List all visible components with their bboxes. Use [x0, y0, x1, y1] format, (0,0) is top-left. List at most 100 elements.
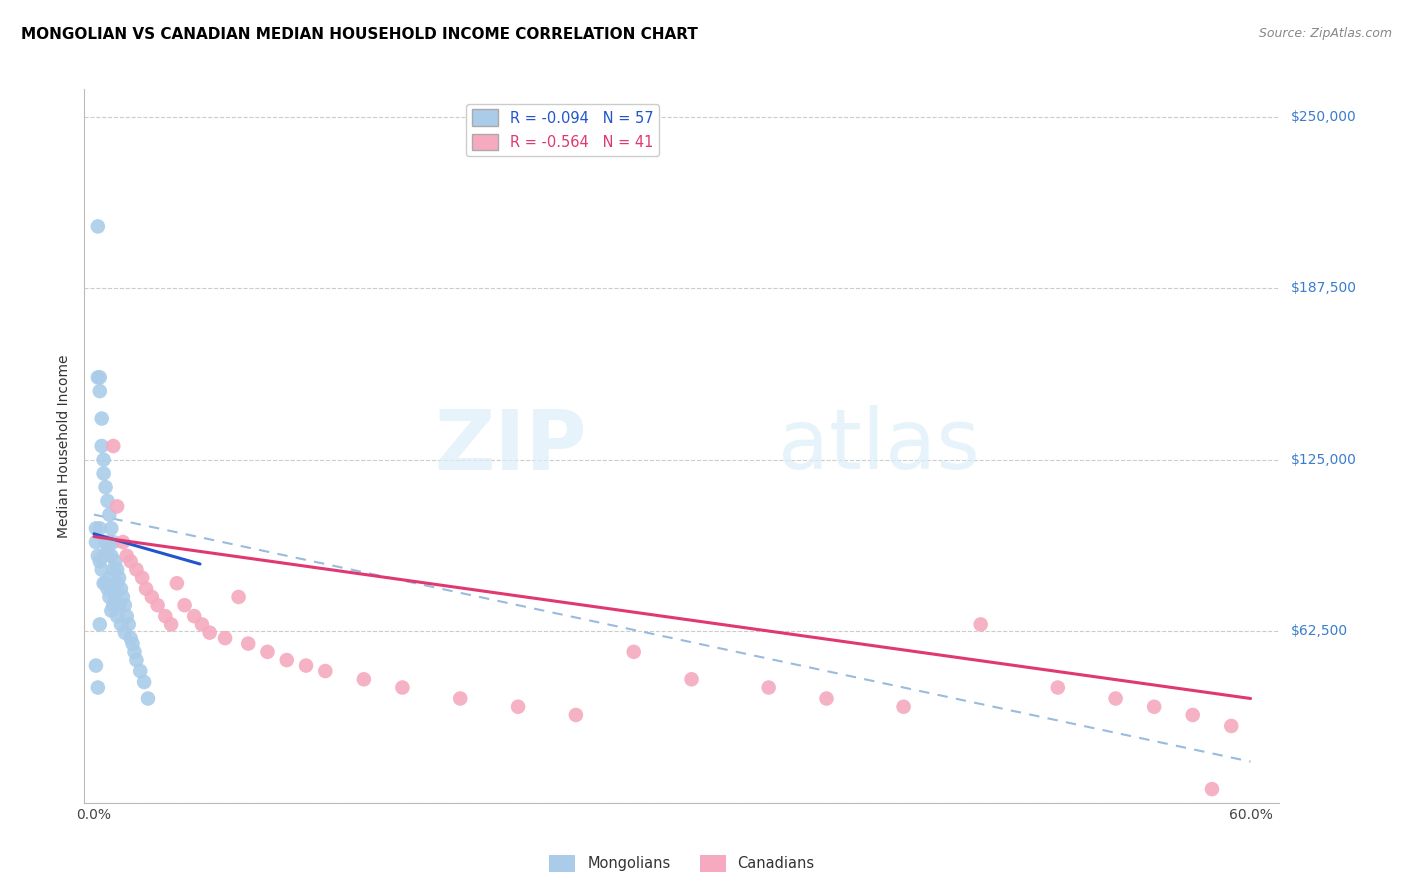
Point: [90, 411, 112, 425]
Point: [135, 582, 157, 596]
Point: [105, 609, 128, 624]
Y-axis label: Median Household Income: Median Household Income: [58, 354, 72, 538]
Point: [125, 653, 148, 667]
Point: [93, 549, 115, 563]
Text: atlas: atlas: [778, 406, 979, 486]
Point: [100, 521, 122, 535]
Text: $62,500: $62,500: [1291, 624, 1348, 639]
Point: [183, 609, 205, 624]
Point: [110, 617, 132, 632]
Point: [256, 645, 278, 659]
Point: [120, 554, 142, 568]
Point: [103, 439, 125, 453]
Point: [214, 631, 236, 645]
Point: [115, 609, 138, 624]
Point: [1143, 699, 1166, 714]
Point: [89, 617, 111, 632]
Point: [98, 571, 121, 585]
Point: [815, 691, 838, 706]
Point: [89, 521, 111, 535]
Point: [90, 439, 112, 453]
Point: [89, 384, 111, 398]
Point: [146, 598, 169, 612]
Text: $187,500: $187,500: [1291, 281, 1357, 295]
Point: [132, 675, 156, 690]
Point: [1181, 708, 1204, 723]
Point: [104, 590, 127, 604]
Point: [353, 673, 375, 687]
Point: [87, 681, 110, 695]
Point: [84, 535, 107, 549]
Point: [98, 508, 121, 522]
Point: [623, 645, 645, 659]
Point: [155, 609, 177, 624]
Point: [160, 617, 183, 632]
Point: [94, 535, 117, 549]
Point: [111, 535, 134, 549]
Point: [104, 554, 127, 568]
Point: [173, 598, 195, 612]
Point: [103, 598, 125, 612]
Point: [118, 617, 141, 632]
Point: [565, 708, 588, 723]
Point: [391, 681, 413, 695]
Point: [105, 500, 128, 514]
Point: [191, 617, 214, 632]
Text: MONGOLIAN VS CANADIAN MEDIAN HOUSEHOLD INCOME CORRELATION CHART: MONGOLIAN VS CANADIAN MEDIAN HOUSEHOLD I…: [21, 27, 697, 42]
Point: [84, 658, 107, 673]
Point: [314, 664, 336, 678]
Point: [90, 562, 112, 576]
Point: [449, 691, 471, 706]
Point: [87, 219, 110, 234]
Point: [141, 590, 163, 604]
Point: [166, 576, 188, 591]
Point: [100, 604, 122, 618]
Point: [93, 452, 115, 467]
Point: [98, 590, 121, 604]
Point: [970, 617, 993, 632]
Point: [129, 664, 152, 678]
Point: [1046, 681, 1069, 695]
Point: [198, 625, 221, 640]
Point: [100, 549, 122, 563]
Point: [1220, 719, 1243, 733]
Point: [89, 554, 111, 568]
Point: [87, 370, 110, 384]
Point: [238, 637, 260, 651]
Point: [84, 521, 107, 535]
Point: [110, 582, 132, 596]
Point: [108, 571, 131, 585]
Point: [131, 571, 153, 585]
Point: [111, 590, 134, 604]
Point: [94, 480, 117, 494]
Point: [1201, 782, 1223, 797]
Point: [276, 653, 298, 667]
Text: $250,000: $250,000: [1291, 110, 1357, 124]
Point: [96, 494, 118, 508]
Point: [103, 562, 125, 576]
Point: [295, 658, 318, 673]
Point: [94, 576, 117, 591]
Point: [89, 370, 111, 384]
Point: [87, 549, 110, 563]
Point: [103, 535, 125, 549]
Point: [96, 582, 118, 596]
Point: [124, 645, 146, 659]
Text: ZIP: ZIP: [434, 406, 586, 486]
Point: [96, 543, 118, 558]
Point: [1104, 691, 1126, 706]
Point: [125, 562, 148, 576]
Point: [105, 576, 128, 591]
Point: [136, 691, 159, 706]
Point: [108, 598, 131, 612]
Point: [98, 535, 121, 549]
Point: [114, 625, 136, 640]
Point: [121, 637, 143, 651]
Point: [93, 467, 115, 481]
Text: $125,000: $125,000: [1291, 453, 1357, 467]
Point: [506, 699, 529, 714]
Point: [893, 699, 915, 714]
Point: [115, 549, 138, 563]
Point: [93, 576, 115, 591]
Point: [100, 582, 122, 596]
